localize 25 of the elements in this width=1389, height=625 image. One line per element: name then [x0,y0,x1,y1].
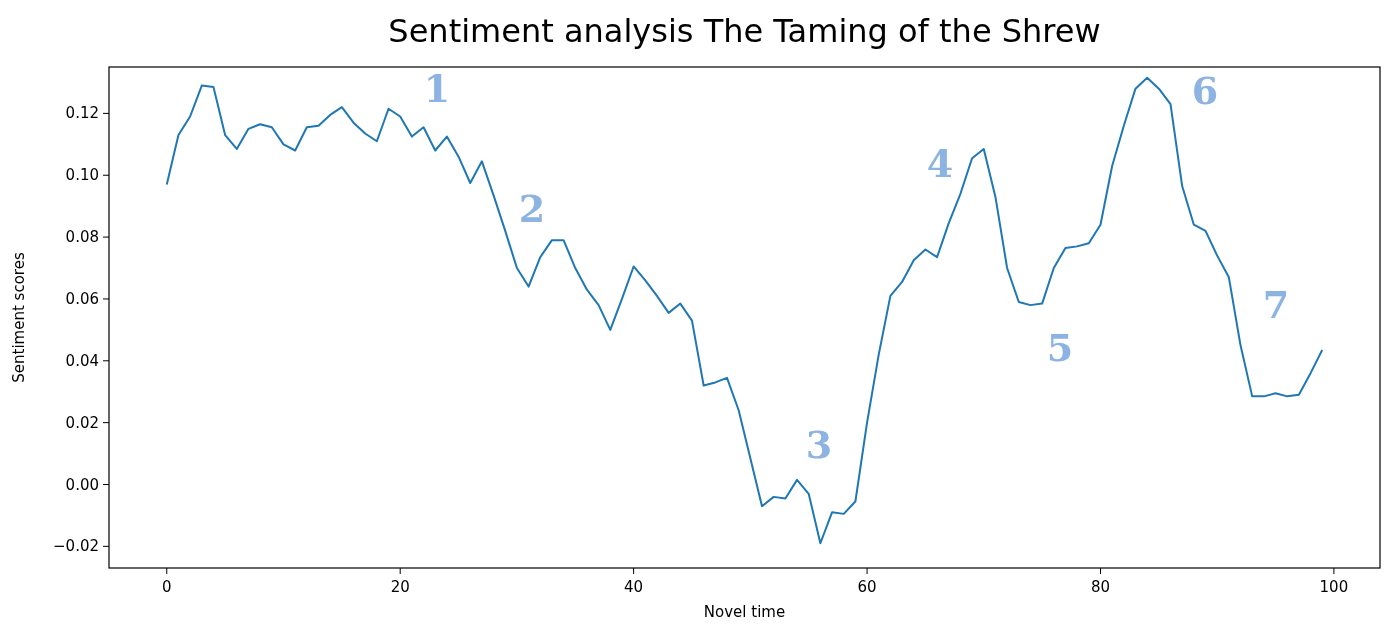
line-series [165,76,1324,545]
y-tick-label: 0.04 [65,351,99,370]
y-tick-label: −0.02 [53,537,99,556]
y-axis-title: Sentiment scores [10,252,28,383]
y-tick-label: 0.12 [65,104,99,123]
x-axis-title: Novel time [703,603,786,621]
annotation: 6 [1191,67,1219,113]
annotation: 4 [926,140,954,186]
y-tick-label: 0.10 [65,166,99,185]
annotation: 7 [1262,281,1290,327]
annotation: 2 [518,185,546,231]
x-tick-label: 100 [1319,578,1349,596]
x-tick-label: 0 [162,578,172,596]
y-tick-label: 0.08 [65,228,99,247]
x-tick-label: 40 [624,578,644,596]
y-tick-label: 0.02 [65,413,99,432]
x-tick-label: 60 [857,578,877,596]
x-tick-label: 20 [390,578,410,596]
annotation: 5 [1046,324,1074,370]
annotation: 1 [423,65,451,111]
chart-title: Sentiment analysis The Taming of the Shrew [388,12,1101,50]
y-tick-label: 0.06 [65,289,99,308]
x-tick-label: 80 [1090,578,1111,596]
annotation: 3 [805,421,833,467]
y-tick-label: 0.00 [65,475,99,494]
